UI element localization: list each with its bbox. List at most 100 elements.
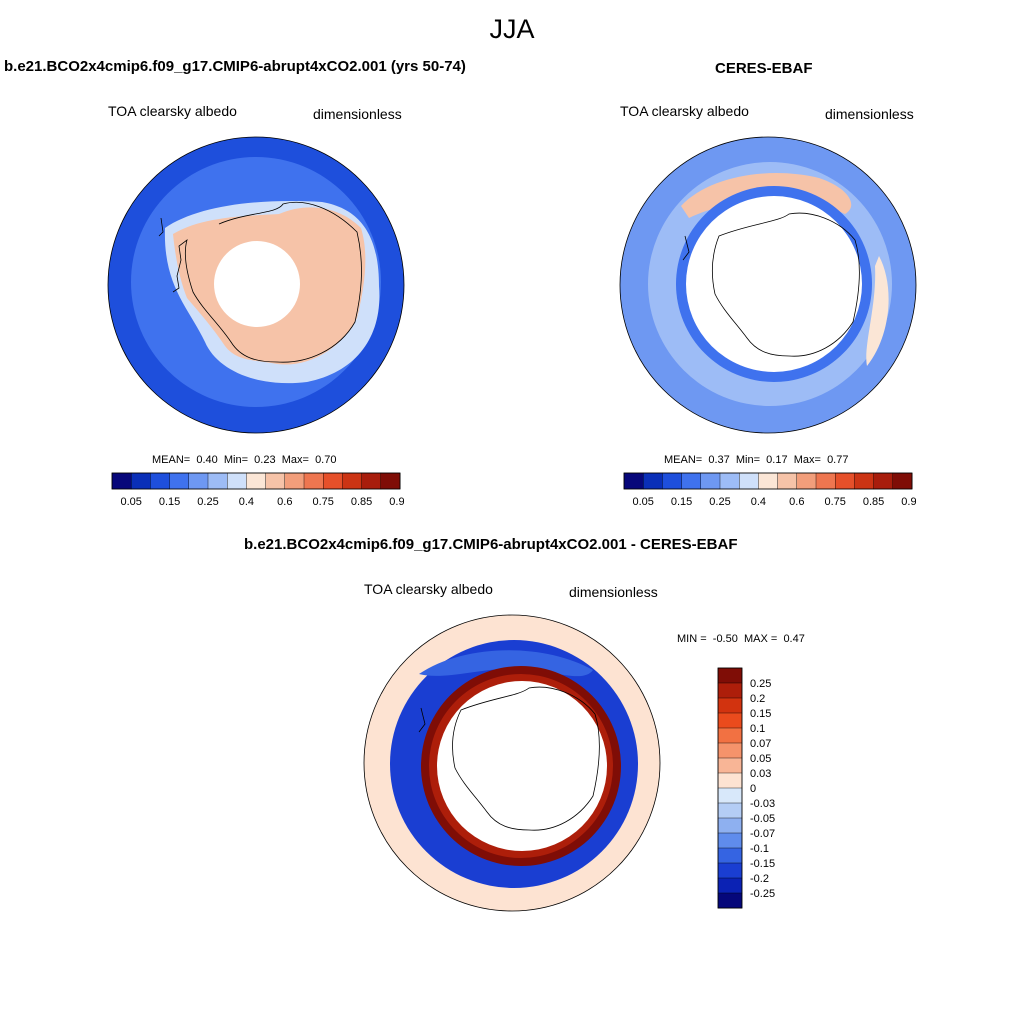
panel2-colorbar-cell (738, 472, 759, 490)
panel3-stats: MIN = -0.50 MAX = 0.47 (677, 633, 805, 645)
panel2-colorbar-tick-label: 0.95 (901, 496, 916, 508)
panel1-colorbar-tick-label: 0.85 (351, 496, 372, 508)
panel2-stats: MEAN= 0.37 Min= 0.17 Max= 0.77 (664, 454, 848, 466)
panel3-colorbar: 0.25 0.2 0.15 0.1 0.07 0.05 0.03 0 -0.03 -0.05 -0.… (717, 667, 775, 909)
panel1-stats: MEAN= 0.40 Min= 0.23 Max= 0.70 (152, 454, 336, 466)
panel1-colorbar-cell (207, 472, 228, 490)
panel1-colorbar-cell (284, 472, 305, 490)
panel3-region-polar-night-missing (437, 681, 607, 851)
panel1-colorbar: 0.05 0.15 0.25 0.4 0.6 0.75 0.85 0.95 (111, 472, 404, 508)
panel2-east-light-band (866, 256, 889, 366)
panel3-colorbar-tick-label: 0 (750, 783, 756, 795)
panel3-colorbar-cell (717, 667, 743, 684)
panel1-colorbar-tick-label: 0.15 (159, 496, 180, 508)
panel2-colorbar-cell (777, 472, 798, 490)
panel2-colorbar-cell (719, 472, 740, 490)
panel1-polar-map (107, 136, 405, 434)
panel2-title: CERES-EBAF (715, 60, 813, 77)
panel3-max: 0.47 (783, 633, 805, 645)
panel1-variable: TOA clearsky albedo (108, 103, 237, 119)
panel1-max: 0.70 (315, 454, 337, 466)
panel3-colorbar-cell (717, 712, 743, 729)
panel2-colorbar-cell (662, 472, 683, 490)
panel3-colorbar-cell (717, 832, 743, 849)
panel1-colorbar-cell (380, 472, 401, 490)
panel3-colorbar-tick-label: -0.1 (750, 843, 769, 855)
panel2-units: dimensionless (825, 106, 914, 122)
panel1-polar-hole (214, 241, 300, 327)
panel2-region-polar-night-missing (686, 196, 862, 372)
panel3-min-label: MIN = (677, 633, 707, 645)
panel2-colorbar-tick-label: 0.85 (863, 496, 884, 508)
panel1-colorbar-cell (246, 472, 267, 490)
panel3-colorbar-cell (717, 847, 743, 864)
panel1-units: dimensionless (313, 106, 402, 122)
panel1-colorbar-cell (322, 472, 343, 490)
panel3-colorbar-cell (717, 727, 743, 744)
panel2-mean-label: MEAN= (664, 454, 703, 466)
panel1-min: 0.23 (254, 454, 276, 466)
panel2-colorbar-cell (854, 472, 875, 490)
panel2-min-label: Min= (735, 454, 761, 466)
panel1-colorbar-tick-label: 0.05 (120, 496, 141, 508)
panel3-peninsula-coast (418, 707, 426, 733)
panel1-colorbar-cell (131, 472, 151, 490)
panel1-max-label: Max= (281, 454, 309, 466)
panel3-title: b.e21.BCO2x4cmip6.f09_g17.CMIP6-abrupt4x… (244, 536, 738, 553)
panel1-map-border (107, 136, 405, 434)
panel2-map-border (619, 136, 917, 434)
panel3-variable: TOA clearsky albedo (364, 581, 493, 597)
panel1-mean-label: MEAN= (152, 454, 191, 466)
panel2-max: 0.77 (827, 454, 849, 466)
panel2-colorbar-tick-label: 0.25 (709, 496, 730, 508)
panel2-colorbar-cell (681, 472, 702, 490)
panel3-coastline (452, 686, 600, 831)
panel3-colorbar-cell (717, 697, 743, 714)
panel3-colorbar-tick-label: 0.1 (750, 723, 765, 735)
panel2-colorbar-cell (643, 472, 663, 490)
panel3-min: -0.50 (712, 633, 738, 645)
panel2-colorbar: 0.05 0.15 0.25 0.4 0.6 0.75 0.85 0.95 (623, 472, 916, 508)
panel2-colorbar-cell (892, 472, 913, 490)
panel3-colorbar-tick-label: 0.05 (750, 753, 771, 765)
panel1-mean: 0.40 (196, 454, 218, 466)
panel3-colorbar-tick-label: -0.07 (750, 828, 775, 840)
panel1-colorbar-cell (150, 472, 171, 490)
panel3-colorbar-cell (717, 757, 743, 774)
panel2-polar-map (619, 136, 917, 434)
panel2-coastline (711, 212, 860, 357)
panel2-colorbar-cell (834, 472, 855, 490)
panel3-colorbar-cell (717, 817, 743, 834)
panel2-colorbar-cell (873, 472, 894, 490)
panel1-colorbar-cell (361, 472, 382, 490)
panel2-variable: TOA clearsky albedo (620, 103, 749, 119)
panel2-colorbar-cell (758, 472, 779, 490)
season-title: JJA (489, 14, 535, 44)
panel1-title: b.e21.BCO2x4cmip6.f09_g17.CMIP6-abrupt4x… (4, 58, 466, 75)
panel3-colorbar-tick-label: -0.03 (750, 798, 775, 810)
panel2-colorbar-tick-label: 0.05 (632, 496, 653, 508)
panel1-peninsula-coast (158, 217, 164, 237)
panel3-colorbar-tick-label: 0.25 (750, 678, 771, 690)
panel2-colorbar-cell (700, 472, 721, 490)
panel3-colorbar-tick-label: 0.15 (750, 708, 771, 720)
panel3-units: dimensionless (569, 584, 658, 600)
panel1-colorbar-cell (111, 472, 132, 490)
panel3-colorbar-tick-label: 0.2 (750, 693, 765, 705)
panel3-colorbar-tick-label: -0.25 (750, 888, 775, 900)
panel2-colorbar-tick-label: 0.6 (789, 496, 804, 508)
panel3-colorbar-cell (717, 802, 743, 819)
panel1-min-label: Min= (223, 454, 249, 466)
panel2-max-label: Max= (793, 454, 821, 466)
panel2-colorbar-cell (623, 472, 644, 490)
panel3-colorbar-tick-label: -0.05 (750, 813, 775, 825)
panel1-colorbar-cell (188, 472, 209, 490)
panel3-colorbar-cell (717, 742, 743, 759)
panel1-colorbar-tick-label: 0.4 (239, 496, 254, 508)
panel1-colorbar-cell (226, 472, 247, 490)
panel3-max-label: MAX = (743, 633, 778, 645)
panel3-colorbar-cell (717, 682, 743, 699)
panel1-colorbar-tick-label: 0.95 (389, 496, 404, 508)
panel3-colorbar-cell (717, 877, 743, 894)
panel1-colorbar-tick-label: 0.75 (312, 496, 333, 508)
